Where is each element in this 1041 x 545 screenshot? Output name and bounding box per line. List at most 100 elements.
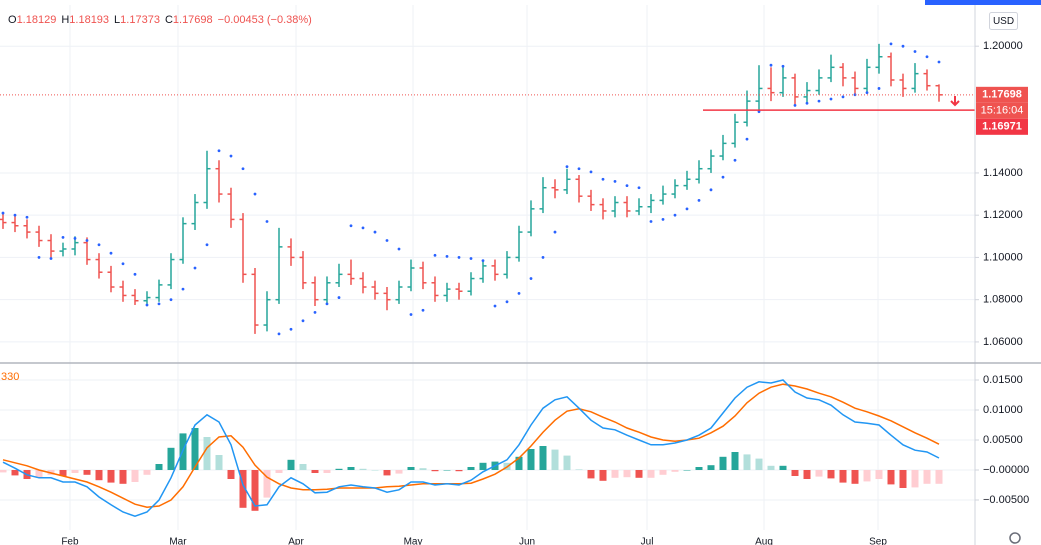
- histogram-bar: [431, 470, 439, 472]
- sar-dot: [1, 211, 5, 215]
- readout-value: 1.18193: [69, 14, 109, 26]
- sar-dot: [565, 165, 569, 169]
- sar-dot: [781, 64, 785, 68]
- indicator-label: 330: [1, 371, 19, 383]
- histogram-bar: [131, 470, 139, 482]
- y-tick-label: 0.01000: [983, 404, 1023, 416]
- histogram-bar: [647, 470, 655, 478]
- x-tick-label: Feb: [61, 537, 79, 545]
- histogram-bar: [923, 470, 931, 484]
- sar-dot: [253, 192, 257, 196]
- countdown-label: 15:16:04: [981, 105, 1024, 117]
- sar-dot: [169, 298, 173, 302]
- sar-dot: [721, 175, 725, 179]
- sar-dot: [157, 302, 161, 306]
- sar-dot: [877, 87, 881, 90]
- x-tick-label: Apr: [288, 537, 304, 545]
- histogram-bar: [635, 470, 643, 478]
- sar-dot: [829, 97, 833, 101]
- sar-dot: [793, 103, 797, 107]
- histogram-bar: [71, 470, 79, 473]
- histogram-bar: [719, 456, 727, 470]
- histogram-bar: [227, 470, 235, 479]
- last-price-label: 1.17698: [982, 89, 1022, 101]
- sar-dot: [649, 220, 653, 223]
- horizontal-line-box: [976, 118, 1028, 135]
- sar-dot: [661, 218, 665, 221]
- sar-dot: [709, 188, 713, 192]
- histogram-bar: [467, 467, 475, 470]
- sar-dot: [577, 167, 581, 171]
- sar-dot: [373, 230, 377, 234]
- sar-dot: [529, 277, 533, 280]
- sar-dot: [121, 262, 125, 266]
- sar-dot: [193, 266, 197, 270]
- sar-dot: [481, 259, 485, 263]
- settings-icon[interactable]: [1009, 532, 1021, 544]
- histogram-bar: [191, 428, 199, 470]
- sar-dot: [733, 158, 737, 162]
- histogram-bar: [863, 470, 871, 482]
- y-tick-label: 1.12000: [983, 209, 1023, 221]
- sar-dot: [757, 110, 761, 114]
- sar-dot: [97, 243, 101, 247]
- readout-key: H: [61, 14, 69, 26]
- y-tick-label: 1.06000: [983, 336, 1023, 348]
- readout-key: O: [8, 14, 17, 26]
- histogram-bar: [839, 470, 847, 483]
- histogram-bar: [83, 470, 91, 475]
- sar-dot: [673, 213, 677, 217]
- histogram-bar: [299, 464, 307, 470]
- sar-dot: [229, 154, 233, 158]
- sar-dot: [133, 272, 137, 276]
- histogram-bar: [527, 449, 535, 470]
- histogram-bar: [623, 470, 631, 478]
- readout-key: L: [114, 14, 120, 26]
- histogram-bar: [395, 470, 403, 474]
- sar-dot: [913, 50, 917, 53]
- sar-dot: [73, 237, 77, 240]
- histogram-bar: [479, 462, 487, 470]
- countdown-box: [976, 102, 1028, 119]
- x-tick-label: Sep: [869, 537, 887, 545]
- sar-dot: [505, 300, 509, 304]
- histogram-bar: [407, 467, 415, 470]
- readout-change: −0.00453 (−0.38%): [218, 14, 312, 26]
- sar-dot: [49, 257, 53, 260]
- sar-dot: [409, 313, 413, 316]
- histogram-bar: [539, 446, 547, 470]
- histogram-bar: [59, 470, 67, 476]
- y-tick-label: −0.00000: [983, 464, 1029, 476]
- sell-arrow: [950, 96, 960, 107]
- y-tick-label: 0.00500: [983, 434, 1023, 446]
- sar-dot: [841, 95, 845, 99]
- grid-layer: [0, 5, 975, 530]
- histogram-bar: [155, 464, 163, 470]
- sar-dot: [769, 63, 773, 67]
- histogram-bar: [659, 470, 667, 475]
- sar-dot: [613, 179, 617, 183]
- histogram-bar: [263, 470, 271, 498]
- sar-dot: [301, 319, 305, 323]
- x-tick-label: May: [404, 537, 423, 545]
- readout-value: 1.17698: [173, 14, 213, 26]
- sar-dot: [685, 207, 689, 211]
- horizontal-line-label: 1.16971: [982, 121, 1022, 133]
- histogram-bar: [851, 470, 859, 484]
- histogram-bar: [515, 456, 523, 470]
- histogram-bar: [875, 470, 883, 479]
- histogram-bar: [275, 470, 283, 473]
- sar-dot: [421, 308, 425, 312]
- histogram-bar: [899, 470, 907, 488]
- histogram-bar: [683, 470, 691, 471]
- y-tick-label: −0.00500: [983, 494, 1029, 506]
- x-tick-label: Aug: [755, 537, 773, 545]
- histogram-bar: [119, 470, 127, 484]
- last-price-box: [976, 86, 1028, 103]
- sar-dot: [925, 55, 929, 59]
- signal-line: [2, 383, 940, 508]
- sar-dot: [145, 303, 149, 307]
- currency-box[interactable]: [989, 12, 1018, 30]
- readout-value: 1.17373: [120, 14, 160, 26]
